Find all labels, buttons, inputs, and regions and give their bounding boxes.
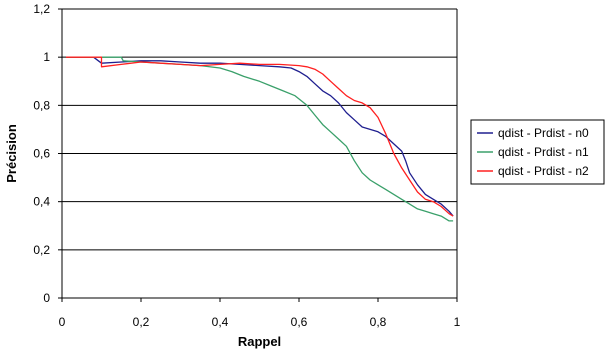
legend-label-n0: qdist - Prdist - n0: [498, 126, 589, 140]
y-tick-label: 0,4: [33, 195, 50, 209]
x-tick-label: 0,6: [291, 315, 308, 329]
legend-label-n2: qdist - Prdist - n2: [498, 164, 589, 178]
x-tick-label: 0: [59, 315, 66, 329]
x-tick-label: 0,4: [212, 315, 229, 329]
y-tick-label: 0: [43, 291, 50, 305]
legend-item-n0: qdist - Prdist - n0: [477, 126, 589, 140]
x-tick-label: 0,2: [133, 315, 150, 329]
x-axis-title: Rappel: [238, 334, 281, 349]
y-tick-label: 0,2: [33, 243, 50, 257]
y-tick-label: 0,6: [33, 147, 50, 161]
legend: qdist - Prdist - n0 qdist - Prdist - n1 …: [470, 119, 605, 185]
series-line-n1: [66, 56, 454, 222]
axes-layer: 0 0,2 0,4 0,6 0,8 1 1,2 0 0,2 0,4 0,6 0,8 1: [33, 2, 460, 329]
legend-box: [470, 119, 605, 185]
x-tick-label: 0,8: [370, 315, 387, 329]
y-tick-label: 1: [43, 50, 50, 64]
series-line-n2: [66, 56, 454, 217]
y-axis-title: Précision: [4, 124, 19, 183]
x-tick-label: 1: [454, 315, 461, 329]
grid-layer: [62, 8, 457, 251]
y-tick-label: 0,8: [33, 98, 50, 112]
series-layer: [66, 56, 454, 222]
legend-label-n1: qdist - Prdist - n1: [498, 145, 589, 159]
series-line-n0: [66, 56, 454, 217]
y-tick-label: 1,2: [33, 2, 50, 16]
legend-item-n2: qdist - Prdist - n2: [477, 164, 589, 178]
legend-item-n1: qdist - Prdist - n1: [477, 145, 589, 159]
